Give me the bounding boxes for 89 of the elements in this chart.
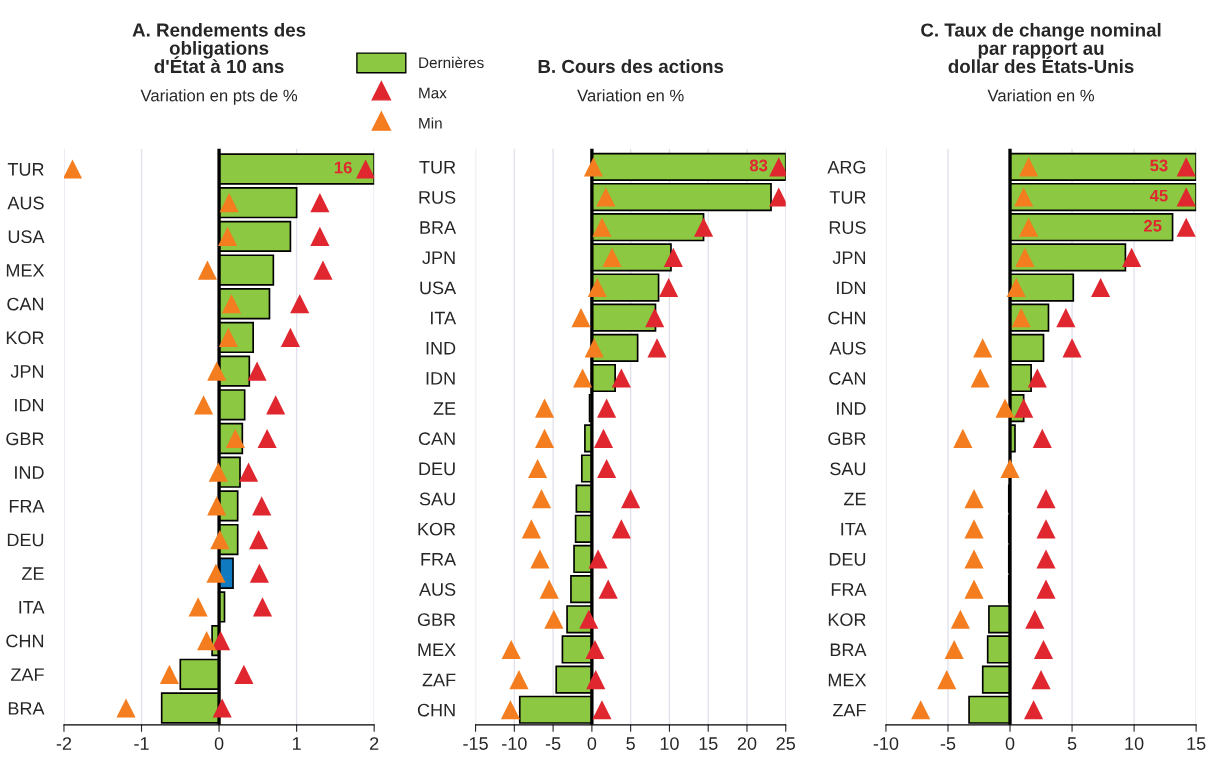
x-tick-label: 2 [370, 737, 379, 750]
y-tick-label: CHN [6, 634, 44, 648]
x-tick-label: 5 [1067, 737, 1077, 750]
y-tick-label: CAN [829, 371, 866, 385]
y-tick-label: DEU [419, 462, 455, 476]
annotation: 45 [1149, 189, 1168, 202]
annotation: 83 [749, 159, 768, 172]
x-tick-label: -5 [940, 737, 956, 750]
y-tick-label: IDN [15, 398, 44, 412]
y-tick-label: TUR [7, 163, 44, 176]
x-tick-label: 10 [660, 737, 679, 750]
y-tick-label: IND [837, 402, 866, 415]
y-tick-label: CAN [418, 432, 455, 446]
x-tick-label: 1 [292, 737, 301, 750]
x-tick-label: -2 [56, 737, 72, 750]
y-tick-label: BRA [8, 702, 45, 715]
x-tick-label: -10 [502, 737, 527, 750]
y-tick-label: CHN [828, 311, 866, 325]
y-tick-label: IDN [837, 281, 866, 295]
x-tick-label: 15 [1187, 737, 1206, 750]
x-tick-label: 0 [214, 737, 224, 750]
legend-label: Dernières [419, 56, 484, 69]
y-tick-label: DEU [7, 533, 44, 547]
y-tick-label: CHN [417, 703, 455, 717]
y-tick-label: DEU [829, 553, 866, 566]
y-tick-label: SAU [830, 462, 866, 476]
legend-label: Min [419, 117, 442, 129]
y-tick-label: ZAF [11, 668, 44, 681]
y-tick-label: FRA [9, 500, 45, 513]
chart-subtitle: Variation en pts de % [140, 89, 298, 105]
annotation: 25 [1144, 219, 1162, 232]
annotation: 53 [1150, 159, 1168, 172]
y-tick-label: JPN [832, 251, 866, 265]
x-tick-label: 25 [776, 737, 796, 750]
x-tick-label: -1 [134, 737, 149, 750]
chart-title: B. Cours des actions [538, 59, 724, 74]
y-tick-label: ZE [433, 402, 456, 415]
y-tick-label: AUS [829, 341, 866, 355]
y-tick-label: GBR [417, 613, 456, 627]
y-tick-label: RUS [829, 221, 866, 234]
y-tick-label: FRA [831, 583, 867, 596]
annotation: 16 [334, 161, 352, 174]
x-tick-label: 15 [699, 737, 718, 750]
y-tick-label: GBR [828, 432, 866, 446]
y-tick-label: JPN [10, 365, 44, 378]
legend-label: Max [419, 87, 447, 99]
y-tick-label: MEX [418, 643, 456, 656]
x-tick-label: 20 [737, 737, 757, 750]
y-tick-label: SAU [419, 492, 455, 506]
y-tick-label: KOR [828, 613, 866, 627]
y-tick-label: KOR [6, 331, 44, 345]
y-tick-label: USA [420, 281, 457, 295]
y-tick-label: IDN [426, 372, 455, 385]
y-tick-label: USA [8, 230, 45, 244]
x-tick-label: -15 [463, 737, 488, 750]
y-tick-label: MEX [828, 673, 867, 687]
x-tick-label: -10 [873, 737, 899, 750]
chart-title: A. Rendements des obligations d'État à 10 ans [132, 22, 306, 74]
y-tick-label: IND [426, 341, 456, 355]
x-tick-label: 0 [587, 737, 597, 750]
y-tick-label: TUR [829, 191, 866, 204]
y-tick-label: BRA [420, 221, 457, 234]
y-tick-label: RUS [419, 190, 456, 204]
y-tick-label: ZE [22, 567, 44, 580]
x-tick-label: 5 [626, 737, 635, 750]
chart-subtitle: Variation en % [577, 89, 684, 102]
y-tick-label: JPN [422, 251, 455, 265]
x-tick-label: 0 [1005, 737, 1015, 750]
y-tick-label: CAN [7, 297, 44, 311]
y-tick-label: ITA [19, 601, 45, 614]
x-tick-label: -5 [545, 737, 561, 750]
chart-subtitle: Variation en % [987, 89, 1095, 102]
x-tick-label: 10 [1125, 737, 1144, 750]
y-tick-label: GBR [6, 432, 44, 446]
y-tick-label: TUR [419, 161, 456, 174]
y-tick-label: AUS [419, 583, 456, 596]
y-tick-label: ZAF [422, 673, 456, 687]
y-tick-label: ZE [843, 492, 866, 506]
y-tick-label: ITA [431, 311, 457, 325]
y-tick-label: MEX [6, 264, 45, 277]
y-tick-label: ZAF [832, 703, 866, 717]
y-tick-label: FRA [421, 553, 457, 566]
chart-title: C. Taux de change nominal par rapport au dollar des États-Unis [921, 22, 1161, 74]
y-tick-label: KOR [418, 522, 456, 536]
y-tick-label: IND [15, 466, 44, 479]
y-tick-label: AUS [7, 196, 44, 210]
y-tick-label: ITA [841, 522, 867, 536]
y-tick-label: BRA [830, 643, 867, 656]
y-tick-label: ARG [827, 160, 866, 174]
